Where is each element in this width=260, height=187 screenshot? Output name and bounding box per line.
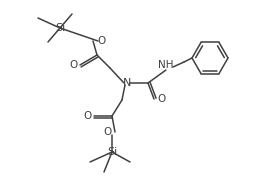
Text: O: O <box>157 94 165 104</box>
Text: NH: NH <box>158 60 174 70</box>
Text: O: O <box>84 111 92 121</box>
Text: Si: Si <box>107 147 117 157</box>
Text: Si: Si <box>55 23 65 33</box>
Text: O: O <box>70 60 78 70</box>
Text: N: N <box>123 78 131 88</box>
Text: O: O <box>97 36 105 46</box>
Text: O: O <box>103 127 111 137</box>
